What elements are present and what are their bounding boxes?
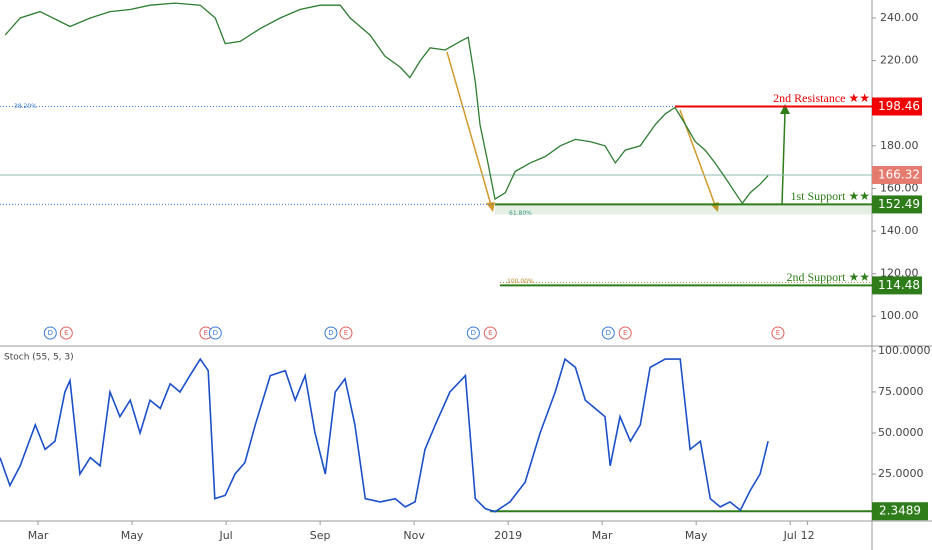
event-marker bbox=[43, 326, 57, 340]
event-label: E bbox=[776, 329, 780, 337]
level-name: 2nd Support ★★ bbox=[786, 270, 870, 284]
y-tick-label: 220.00 bbox=[880, 54, 919, 67]
event-label: D bbox=[471, 329, 476, 337]
x-tick-label: May bbox=[121, 529, 144, 542]
event-label: E bbox=[344, 329, 348, 337]
x-tick-label: Jul bbox=[783, 529, 797, 542]
y-tick-label: 75.0000 bbox=[878, 385, 924, 398]
level-box bbox=[872, 502, 928, 521]
last-price-box bbox=[872, 165, 922, 184]
event-marker bbox=[771, 326, 785, 340]
y-tick-label: 50.0000 bbox=[878, 426, 924, 439]
y-tick-label: 180.00 bbox=[880, 139, 919, 152]
level-name: 1st Support ★★ bbox=[790, 189, 870, 203]
x-tick-label: Mar bbox=[592, 529, 613, 542]
level-value: 2.3489 bbox=[879, 504, 921, 518]
x-tick-label: May bbox=[685, 529, 708, 542]
event-label: E bbox=[623, 329, 627, 337]
indicator-title: Stoch (55, 5, 3) bbox=[4, 353, 74, 363]
support-zone bbox=[495, 204, 872, 215]
y-tick-label: 240.00 bbox=[880, 11, 919, 24]
level-box bbox=[872, 195, 922, 214]
event-marker bbox=[339, 326, 353, 340]
x-tick-label: Mar bbox=[28, 529, 49, 542]
series-line bbox=[0, 357, 769, 513]
event-label: D bbox=[213, 329, 218, 337]
event-label: D bbox=[606, 329, 611, 337]
event-label: E bbox=[204, 329, 208, 337]
y-tick-label: 100.00 bbox=[880, 309, 919, 322]
event-label: E bbox=[64, 329, 68, 337]
arrow bbox=[446, 51, 492, 206]
y-tick-label: 120.00 bbox=[880, 267, 919, 280]
event-marker bbox=[618, 326, 632, 340]
fib-label: 61.80% bbox=[509, 210, 532, 217]
arrow-head bbox=[486, 202, 495, 212]
y-tick-label: 25.0000 bbox=[878, 467, 924, 480]
event-label: D bbox=[48, 329, 53, 337]
fib-label: 38.20% bbox=[14, 103, 37, 110]
y-tick-label: 100.0000 bbox=[878, 344, 931, 357]
x-tick-label: Jul bbox=[218, 529, 232, 542]
event-marker bbox=[483, 326, 497, 340]
x-tick-label: Nov bbox=[403, 529, 425, 542]
level-value: 114.48 bbox=[878, 278, 920, 292]
x-tick-label: 12 bbox=[801, 529, 815, 542]
event-label: E bbox=[488, 329, 492, 337]
level-box bbox=[872, 276, 922, 295]
event-marker bbox=[601, 326, 615, 340]
y-tick-label: 140.00 bbox=[880, 224, 919, 237]
level-box bbox=[872, 97, 922, 116]
event-label: D bbox=[328, 329, 333, 337]
level-value: 152.49 bbox=[878, 197, 920, 211]
arrow bbox=[781, 111, 786, 206]
x-tick-label: Sep bbox=[310, 529, 331, 542]
x-tick-label: 2019 bbox=[494, 529, 522, 542]
level-value: 198.46 bbox=[878, 99, 920, 113]
fib-label: 100.00% bbox=[507, 278, 534, 285]
event-marker bbox=[466, 326, 480, 340]
event-marker bbox=[324, 326, 338, 340]
level-name: 2nd Resistance ★★ bbox=[773, 91, 870, 105]
y-tick-label: 160.00 bbox=[880, 181, 919, 194]
arrow-head bbox=[780, 104, 790, 114]
last-price-value: 166.32 bbox=[878, 167, 920, 181]
event-marker bbox=[59, 326, 73, 340]
series-line bbox=[4, 2, 769, 205]
event-marker bbox=[208, 326, 222, 340]
